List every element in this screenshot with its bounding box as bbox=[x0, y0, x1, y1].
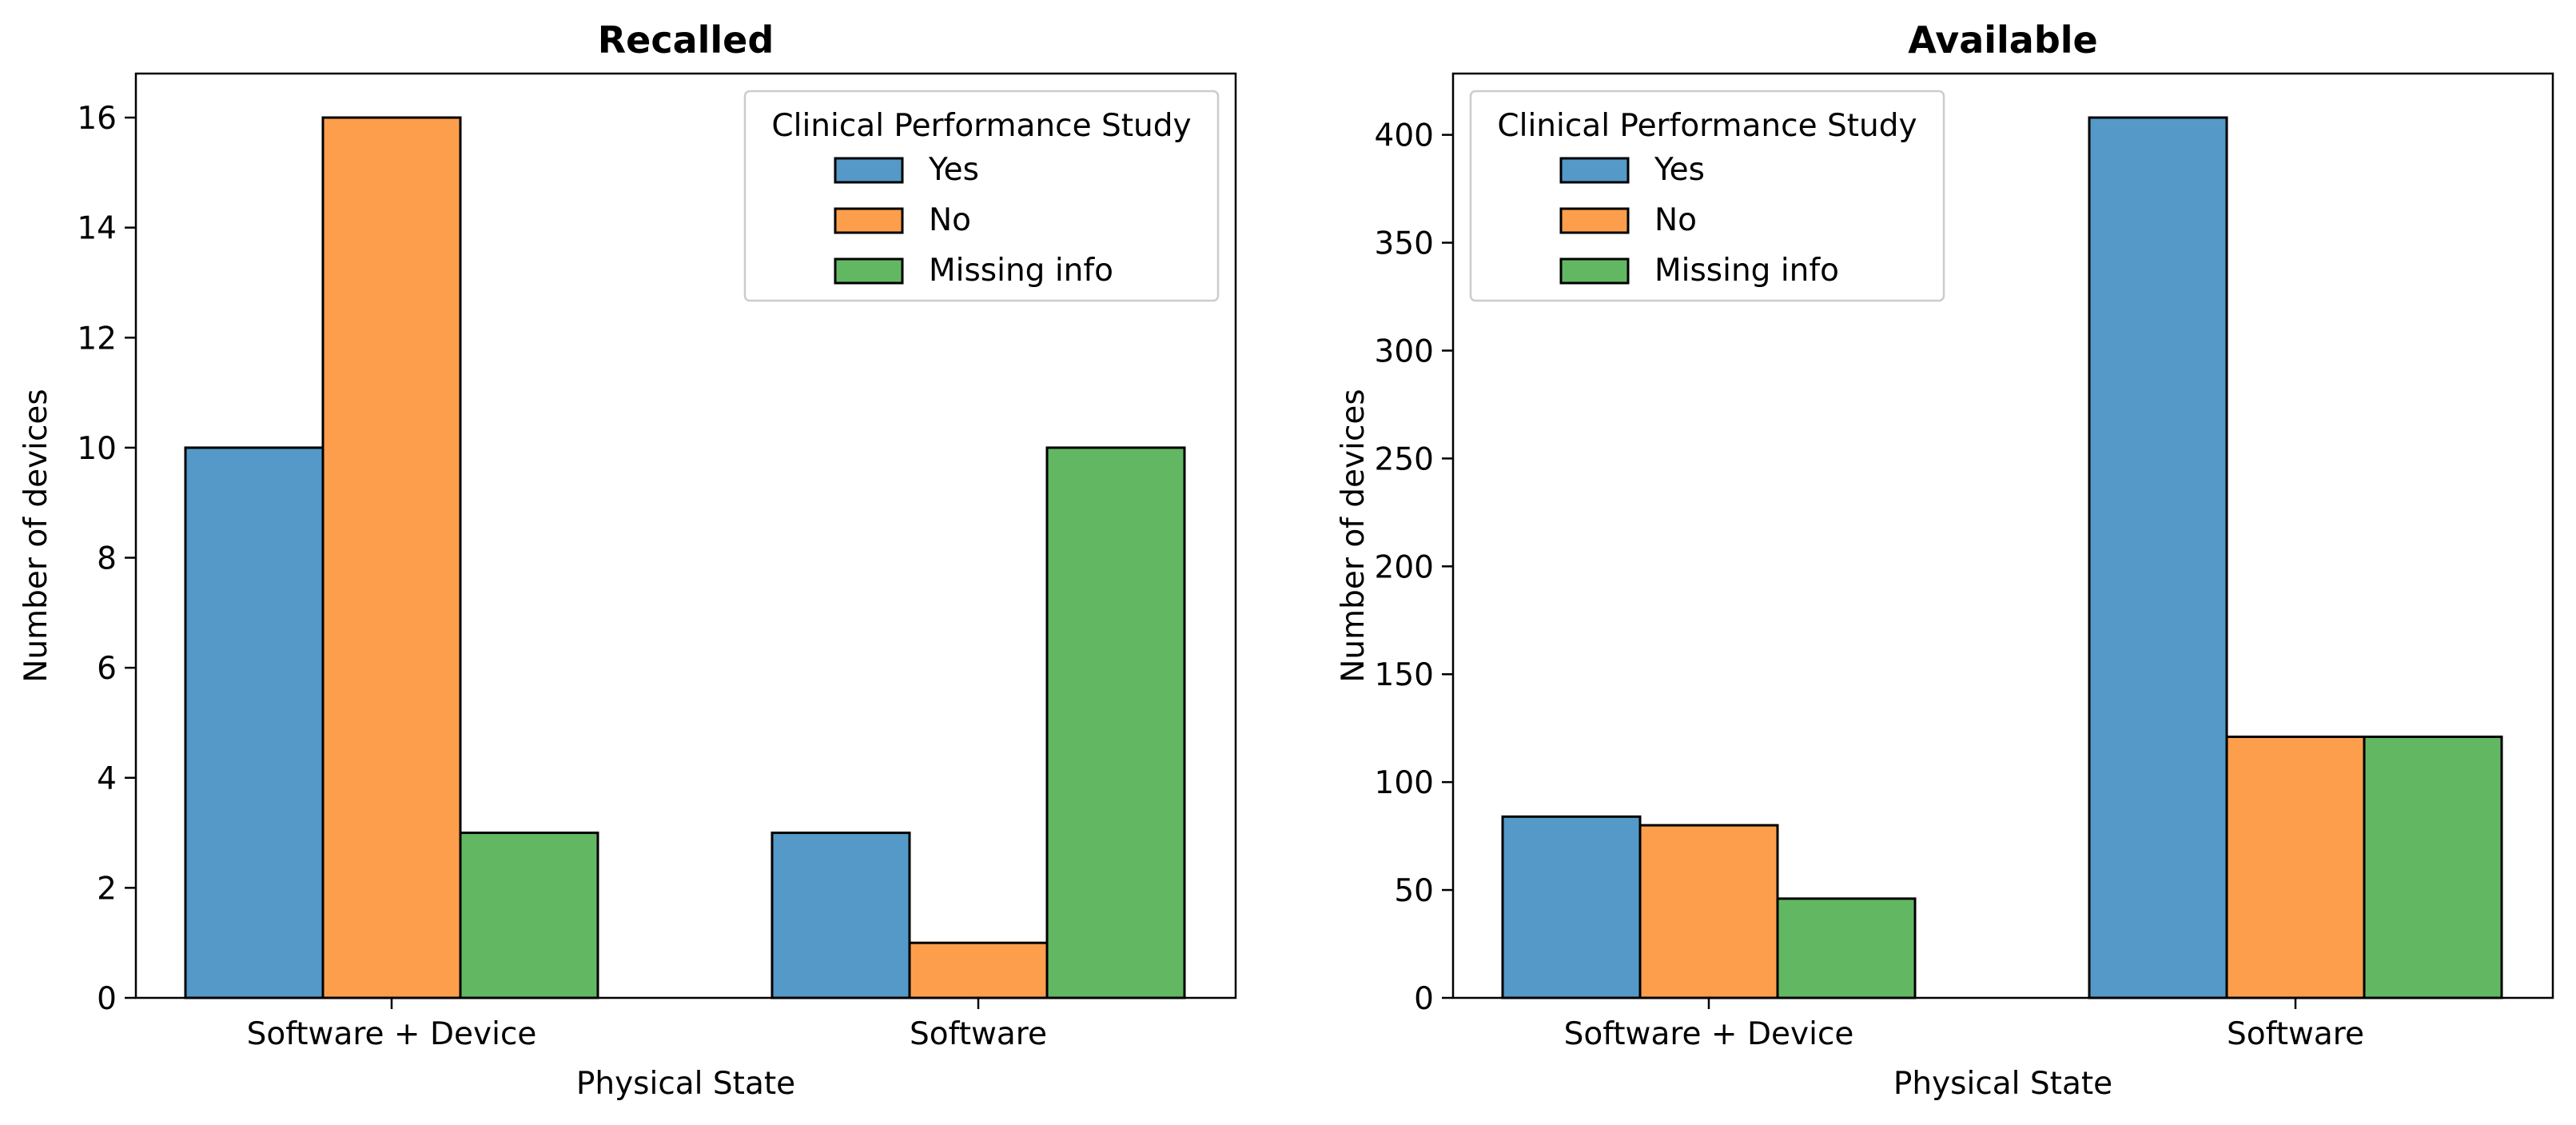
y-tick-label: 12 bbox=[77, 321, 117, 357]
legend-item-missing-info: Missing info bbox=[834, 253, 1113, 289]
legend-label: No bbox=[1654, 202, 1697, 238]
legend-item-no: No bbox=[834, 202, 971, 238]
bars-group bbox=[184, 116, 1186, 999]
bar-software-device-missing-info bbox=[459, 832, 599, 999]
y-tick-label: 0 bbox=[1414, 981, 1434, 1017]
y-tick-label: 50 bbox=[1394, 873, 1434, 909]
y-tick-label: 150 bbox=[1375, 657, 1434, 693]
x-axis-label: Physical State bbox=[576, 1066, 795, 1102]
y-tick-label: 350 bbox=[1375, 226, 1434, 262]
legend-swatch bbox=[834, 157, 904, 184]
legend-box bbox=[1469, 90, 1945, 302]
plot-frame bbox=[1451, 72, 2554, 999]
legend-item-no: No bbox=[1559, 202, 1697, 238]
bar-software-device-no bbox=[1638, 824, 1779, 999]
legend-label: Yes bbox=[928, 152, 979, 188]
legend-item-yes: Yes bbox=[1559, 152, 1705, 188]
y-tick-label: 300 bbox=[1375, 333, 1434, 369]
bar-software-missing-info bbox=[2363, 735, 2503, 999]
legend-swatch bbox=[1559, 157, 1630, 184]
bars-group bbox=[1501, 116, 2503, 999]
bar-software-device-yes bbox=[1501, 815, 1642, 999]
bar-software-device-yes bbox=[184, 446, 324, 999]
y-ticks: 0 50 100 150 200 250 300 350 400 bbox=[1375, 118, 1453, 1017]
x-axis-label: Physical State bbox=[1893, 1066, 2112, 1102]
x-tick-label: Software bbox=[2227, 1016, 2364, 1052]
y-tick-label: 16 bbox=[77, 101, 117, 137]
chart-panel-available: Available Physical State Number of devic… bbox=[1336, 18, 2554, 1102]
y-tick-label: 4 bbox=[97, 761, 117, 797]
y-tick-label: 8 bbox=[97, 541, 117, 577]
x-ticks: Software + Device Software bbox=[247, 998, 1047, 1052]
x-tick-label: Software + Device bbox=[247, 1016, 537, 1052]
legend-label: Missing info bbox=[1654, 253, 1839, 289]
y-tick-label: 14 bbox=[77, 211, 117, 247]
legend-swatch bbox=[1559, 257, 1630, 285]
legend-title: Clinical Performance Study bbox=[1497, 108, 1917, 144]
x-tick-label: Software + Device bbox=[1564, 1016, 1854, 1052]
legend-items: Yes No Missing info bbox=[1559, 152, 1839, 289]
y-ticks: 0 2 4 6 8 10 12 14 16 bbox=[77, 101, 136, 1017]
bar-software-device-no bbox=[321, 116, 462, 999]
legend-item-missing-info: Missing info bbox=[1559, 253, 1839, 289]
legend-box bbox=[743, 90, 1220, 302]
bar-software-no bbox=[2225, 735, 2366, 999]
legend-swatch bbox=[834, 257, 904, 285]
legend-item-yes: Yes bbox=[834, 152, 979, 188]
y-axis-label: Number of devices bbox=[1336, 389, 1372, 682]
y-tick-label: 200 bbox=[1375, 549, 1434, 585]
chart-panel-recalled: Recalled Physical State Number of device… bbox=[18, 18, 1237, 1102]
y-tick-label: 0 bbox=[97, 981, 117, 1017]
legend: Clinical Performance Study Yes No Missing … bbox=[1469, 90, 1945, 302]
legend-items: Yes No Missing info bbox=[834, 152, 1113, 289]
y-tick-label: 6 bbox=[97, 651, 117, 687]
chart-title: Recalled bbox=[598, 18, 774, 62]
bar-software-no bbox=[908, 941, 1049, 999]
y-tick-label: 2 bbox=[97, 871, 117, 907]
legend-title: Clinical Performance Study bbox=[771, 108, 1191, 144]
chart-title: Available bbox=[1908, 18, 2097, 62]
legend-label: Missing info bbox=[929, 253, 1113, 289]
x-ticks: Software + Device Software bbox=[1564, 998, 2364, 1052]
bar-software-yes bbox=[770, 832, 911, 999]
y-tick-label: 10 bbox=[77, 431, 117, 467]
bar-software-device-missing-info bbox=[1776, 897, 1917, 999]
x-tick-label: Software bbox=[910, 1016, 1047, 1052]
legend-label: No bbox=[929, 202, 971, 238]
y-axis-label: Number of devices bbox=[18, 389, 54, 682]
y-tick-label: 250 bbox=[1375, 441, 1434, 477]
y-tick-label: 100 bbox=[1375, 765, 1434, 801]
plot-frame bbox=[134, 72, 1237, 999]
bar-software-yes bbox=[2088, 116, 2228, 999]
legend: Clinical Performance Study Yes No Missing … bbox=[743, 90, 1220, 302]
y-tick-label: 400 bbox=[1375, 118, 1434, 154]
legend-label: Yes bbox=[1654, 152, 1705, 188]
legend-swatch bbox=[834, 207, 904, 234]
legend-swatch bbox=[1559, 207, 1630, 234]
bar-software-missing-info bbox=[1045, 446, 1186, 999]
